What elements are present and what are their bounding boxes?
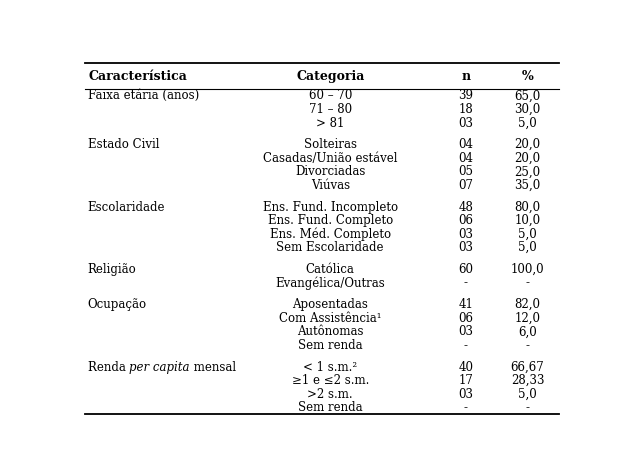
Text: 35,0: 35,0 — [514, 179, 541, 192]
Text: 03: 03 — [458, 116, 473, 130]
Text: 6,0: 6,0 — [518, 325, 537, 338]
Text: 66,67: 66,67 — [511, 360, 544, 374]
Text: Ens. Méd. Completo: Ens. Méd. Completo — [270, 228, 391, 241]
Text: 18: 18 — [458, 103, 473, 116]
Text: 25,0: 25,0 — [514, 166, 541, 178]
Text: 30,0: 30,0 — [514, 103, 541, 116]
Text: Sem renda: Sem renda — [298, 401, 362, 414]
Text: 12,0: 12,0 — [514, 312, 541, 325]
Text: n: n — [461, 70, 470, 83]
Text: -: - — [464, 401, 468, 414]
Text: Faixa etária (anos): Faixa etária (anos) — [88, 89, 199, 103]
Text: >2 s.m.: >2 s.m. — [307, 387, 353, 401]
Text: Casadas/União estável: Casadas/União estável — [263, 152, 397, 165]
Text: 04: 04 — [458, 152, 473, 165]
Text: 20,0: 20,0 — [514, 152, 541, 165]
Text: 04: 04 — [458, 138, 473, 151]
Text: 5,0: 5,0 — [518, 241, 537, 254]
Text: Religião: Religião — [88, 263, 137, 276]
Text: 05: 05 — [458, 166, 473, 178]
Text: Sem renda: Sem renda — [298, 339, 362, 352]
Text: ≥1 e ≤2 s.m.: ≥1 e ≤2 s.m. — [291, 374, 369, 387]
Text: 10,0: 10,0 — [514, 214, 541, 227]
Text: Estado Civil: Estado Civil — [88, 138, 159, 151]
Text: 100,0: 100,0 — [511, 263, 544, 276]
Text: 48: 48 — [458, 201, 473, 214]
Text: 65,0: 65,0 — [514, 89, 541, 103]
Text: Divorciadas: Divorciadas — [295, 166, 366, 178]
Text: -: - — [525, 339, 530, 352]
Text: Viúvas: Viúvas — [311, 179, 350, 192]
Text: 03: 03 — [458, 387, 473, 401]
Text: %: % — [521, 70, 534, 83]
Text: 80,0: 80,0 — [514, 201, 541, 214]
Text: Ens. Fund. Incompleto: Ens. Fund. Incompleto — [263, 201, 397, 214]
Text: Solteiras: Solteiras — [304, 138, 357, 151]
Text: -: - — [464, 339, 468, 352]
Text: Sem Escolaridade: Sem Escolaridade — [277, 241, 384, 254]
Text: Católica: Católica — [306, 263, 355, 276]
Text: mensal: mensal — [190, 360, 236, 374]
Text: 28,33: 28,33 — [511, 374, 544, 387]
Text: 5,0: 5,0 — [518, 228, 537, 241]
Text: Ens. Fund. Completo: Ens. Fund. Completo — [268, 214, 393, 227]
Text: -: - — [525, 276, 530, 289]
Text: 03: 03 — [458, 228, 473, 241]
Text: 39: 39 — [458, 89, 473, 103]
Text: 20,0: 20,0 — [514, 138, 541, 151]
Text: 07: 07 — [458, 179, 473, 192]
Text: 41: 41 — [458, 298, 473, 311]
Text: > 81: > 81 — [316, 116, 344, 130]
Text: Com Assistência¹: Com Assistência¹ — [279, 312, 381, 325]
Text: 06: 06 — [458, 312, 473, 325]
Text: 5,0: 5,0 — [518, 387, 537, 401]
Text: Evangélica/Outras: Evangélica/Outras — [275, 276, 385, 290]
Text: Escolaridade: Escolaridade — [88, 201, 166, 214]
Text: 03: 03 — [458, 325, 473, 338]
Text: -: - — [464, 276, 468, 289]
Text: 60 – 70: 60 – 70 — [309, 89, 352, 103]
Text: < 1 s.m.²: < 1 s.m.² — [303, 360, 357, 374]
Text: 17: 17 — [458, 374, 473, 387]
Text: 60: 60 — [458, 263, 473, 276]
Text: 03: 03 — [458, 241, 473, 254]
Text: 82,0: 82,0 — [514, 298, 541, 311]
Text: Característica: Característica — [89, 70, 188, 83]
Text: Autônomas: Autônomas — [297, 325, 364, 338]
Text: Ocupação: Ocupação — [88, 298, 147, 311]
Text: 5,0: 5,0 — [518, 116, 537, 130]
Text: Aposentadas: Aposentadas — [292, 298, 368, 311]
Text: 06: 06 — [458, 214, 473, 227]
Text: Categoria: Categoria — [296, 70, 364, 83]
Text: 71 – 80: 71 – 80 — [309, 103, 352, 116]
Text: 40: 40 — [458, 360, 473, 374]
Text: Renda: Renda — [88, 360, 130, 374]
Text: per capita: per capita — [130, 360, 190, 374]
Text: -: - — [525, 401, 530, 414]
